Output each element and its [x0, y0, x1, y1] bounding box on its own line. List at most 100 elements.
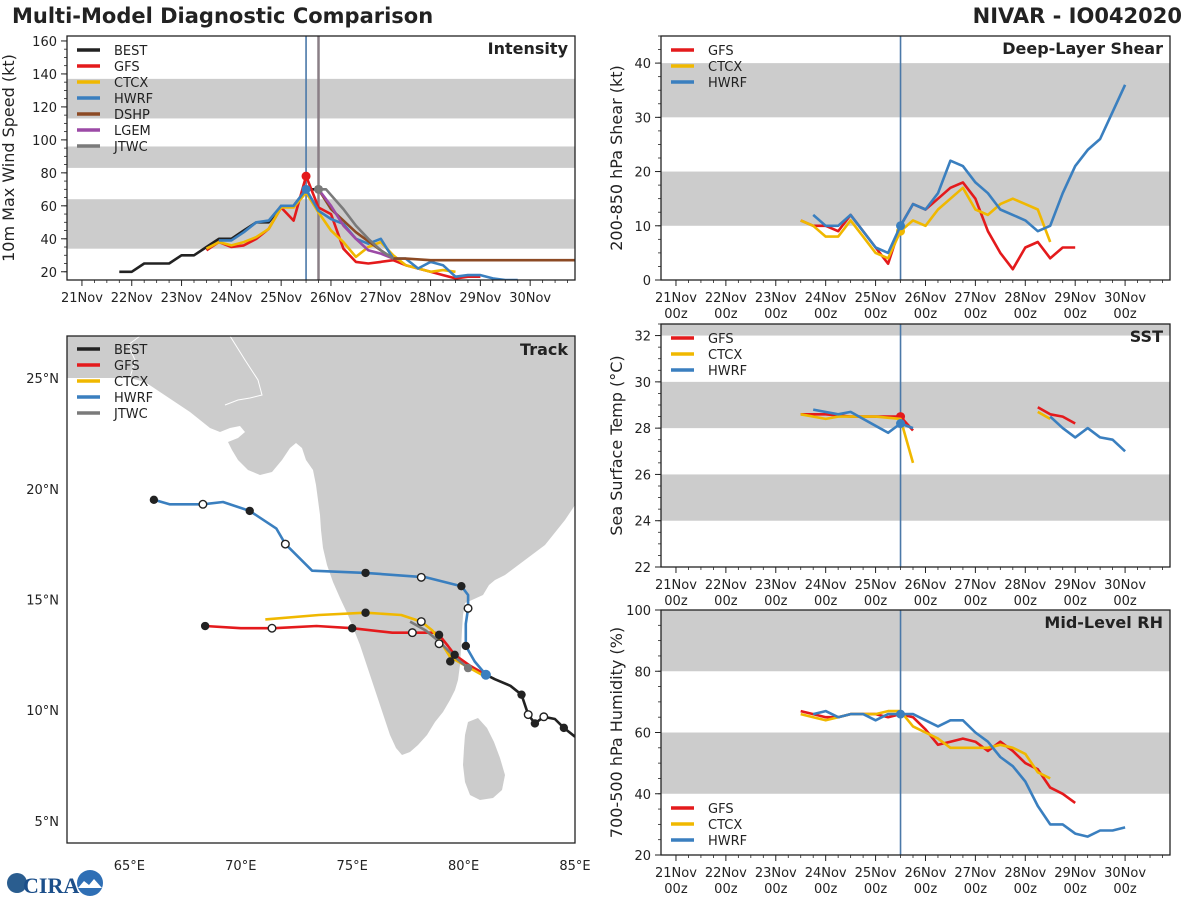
rh-legend-label: HWRF — [708, 834, 747, 849]
shear-ylabel: 200-850 hPa Shear (kt) — [607, 65, 626, 251]
track-point-open — [407, 628, 417, 638]
shear-plot-content — [661, 36, 1170, 280]
sst-ytick-label: 32 — [634, 330, 651, 345]
sst-xtick-sublabel: 00z — [1063, 594, 1087, 609]
sst-band — [661, 324, 1170, 336]
track-series — [149, 495, 575, 738]
intensity-xtick-label: 30Nov — [509, 291, 551, 306]
sst-xtick-label: 25Nov — [855, 578, 897, 593]
rh-xtick-sublabel: 00z — [864, 882, 888, 897]
sst-legend-label: CTCX — [708, 348, 742, 363]
shear-xtick-label: 25Nov — [855, 291, 897, 306]
shear-xtick-sublabel: 00z — [714, 307, 738, 322]
intensity-series-lgem — [317, 188, 394, 260]
intensity-xtick-label: 26Nov — [310, 291, 352, 306]
shear-xtick-label: 22Nov — [705, 291, 747, 306]
rh-xtick-label: 27Nov — [954, 866, 996, 881]
track-xtick-label: 70°E — [225, 859, 256, 874]
border-line — [224, 336, 263, 406]
rh-xtick-sublabel: 00z — [964, 882, 988, 897]
intensity-series-hwrf — [218, 188, 518, 280]
logo-mountain-icon — [78, 879, 102, 888]
shear-panel: 01020304021Nov00z22Nov00z23Nov00z24Nov00… — [607, 35, 1171, 322]
intensity-series-gfs — [205, 174, 481, 280]
track-xtick-label: 85°E — [559, 859, 590, 874]
intensity-xtick-label: 22Nov — [111, 291, 153, 306]
rh-xtick-sublabel: 00z — [714, 882, 738, 897]
shear-series-gfs — [800, 181, 1076, 271]
intensity-xtick-label: 21Nov — [61, 291, 103, 306]
sst-xtick-sublabel: 00z — [814, 594, 838, 609]
track-point-open — [280, 539, 290, 549]
track-xtick-label: 75°E — [337, 859, 368, 874]
track-legend-label: HWRF — [114, 391, 153, 406]
rh-xtick-label: 22Nov — [705, 866, 747, 881]
shear-marker-hwrf — [896, 221, 906, 231]
rh-xtick-label: 26Nov — [905, 866, 947, 881]
shear-xtick-sublabel: 00z — [914, 307, 938, 322]
track-point-filled — [361, 568, 370, 578]
track-xtick-label: 80°E — [448, 859, 479, 874]
intensity-xtick-label: 29Nov — [459, 291, 501, 306]
intensity-ytick-label: 160 — [32, 35, 57, 50]
rh-marker-hwrf — [896, 709, 906, 719]
logo-globe-icon — [7, 873, 27, 893]
track-point-filled — [361, 608, 370, 617]
track-point-open — [539, 712, 549, 722]
sst-xtick-label: 22Nov — [705, 578, 747, 593]
rh-xtick-label: 21Nov — [655, 866, 697, 881]
track-point-filled — [457, 581, 466, 591]
intensity-legend-label: BEST — [114, 44, 147, 59]
rh-legend-label: GFS — [708, 802, 734, 817]
sst-title: SST — [1130, 327, 1163, 346]
sst-xtick-sublabel: 00z — [1113, 594, 1137, 609]
shear-xtick-label: 21Nov — [655, 291, 697, 306]
intensity-series-jtwc — [318, 188, 394, 260]
intensity-marker-jtwc — [314, 184, 324, 194]
track-point-filled — [450, 650, 459, 660]
sst-band — [661, 474, 1170, 521]
rh-ylabel: 700-500 hPa Humidity (%) — [607, 627, 626, 838]
storm-title: NIVAR - IO042020 — [972, 4, 1182, 28]
track-ytick-label: 25°N — [26, 372, 59, 387]
track-axes: 65°E 70°E 75°E 80°E 85°E 5°N 10°N 15°N 20°N 25°N — [26, 372, 590, 874]
intensity-xtick-label: 25Nov — [260, 291, 302, 306]
rh-xtick-label: 25Nov — [855, 866, 897, 881]
sst-legend-label: HWRF — [708, 364, 747, 379]
intensity-xtick-label: 28Nov — [410, 291, 452, 306]
sst-xtick-label: 21Nov — [655, 578, 697, 593]
shear-legend-label: CTCX — [708, 60, 742, 75]
sst-panel: 22242628303221Nov00z22Nov00z23Nov00z24No… — [607, 323, 1171, 609]
shear-xtick-label: 23Nov — [755, 291, 797, 306]
rh-xtick-label: 29Nov — [1054, 866, 1096, 881]
intensity-legend-label: HWRF — [114, 92, 153, 107]
rh-xtick-sublabel: 00z — [1014, 882, 1038, 897]
sst-ytick-label: 24 — [634, 515, 651, 530]
sst-series-gfs — [1037, 406, 1076, 425]
logo-cloud-icon — [77, 870, 103, 896]
track-ytick-label: 20°N — [26, 483, 59, 498]
intensity-legend-label: GFS — [114, 60, 140, 75]
sst-xtick-sublabel: 00z — [1014, 594, 1038, 609]
intensity-ylabel: 10m Max Wind Speed (kt) — [0, 54, 18, 262]
sst-ylabel: Sea Surface Temp (°C) — [607, 355, 626, 535]
shear-xtick-sublabel: 00z — [964, 307, 988, 322]
intensity-ytick-label: 100 — [32, 134, 57, 149]
intensity-ytick-label: 60 — [40, 200, 57, 215]
track-title: Track — [520, 340, 568, 359]
shear-band — [661, 171, 1170, 226]
sst-xtick-sublabel: 00z — [864, 594, 888, 609]
shear-ytick-label: 20 — [634, 166, 651, 181]
sst-xtick-label: 29Nov — [1054, 578, 1096, 593]
rh-xtick-sublabel: 00z — [664, 882, 688, 897]
intensity-plot-content — [67, 36, 575, 280]
shear-xtick-sublabel: 00z — [864, 307, 888, 322]
shear-xtick-label: 26Nov — [905, 291, 947, 306]
sst-ytick-label: 30 — [634, 376, 651, 391]
logo-text: CIRA — [23, 873, 79, 898]
sst-xtick-label: 30Nov — [1104, 578, 1146, 593]
track-point-open — [463, 603, 473, 613]
sst-plot-content — [661, 324, 1170, 567]
